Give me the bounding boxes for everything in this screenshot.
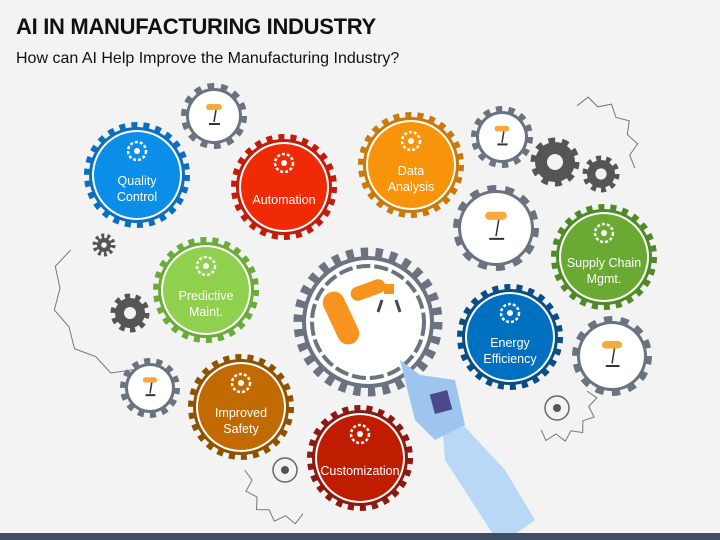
dark-gear-icon	[92, 233, 116, 257]
gear-label: Energy Efficiency	[483, 336, 537, 366]
robot-hand-icon	[400, 360, 535, 540]
gear-4	[153, 237, 259, 343]
robot-arm-gear-icon	[453, 185, 539, 271]
gear-label: Automation	[252, 193, 316, 207]
robot-arm-gear-icon	[572, 316, 652, 396]
chart-monitor-icon	[400, 130, 422, 152]
central-robot-gear	[293, 247, 443, 397]
robot-arm-gear-icon	[181, 83, 247, 149]
outline-small-gear-icon	[544, 395, 570, 421]
gear-badge-icon	[126, 140, 148, 162]
gear-label: Quality Control	[116, 174, 158, 204]
robot-arm-gear-icon	[120, 358, 180, 418]
robot-arm-gear-icon	[471, 106, 533, 168]
page-title: AI IN MANUFACTURING INDUSTRY	[16, 14, 376, 39]
maintenance-icon	[195, 255, 217, 277]
dark-gear-icon	[530, 137, 580, 187]
gear-3	[358, 112, 464, 218]
gear-6	[307, 405, 413, 511]
dark-gear-icon	[110, 293, 150, 333]
outline-gear-left	[53, 249, 134, 374]
dark-gear-icon	[582, 155, 620, 193]
hands-bulb-icon	[499, 302, 521, 324]
gear-label: Supply Chain Mgmt.	[566, 256, 642, 286]
gear-7	[457, 284, 563, 390]
outline-small-gear-icon	[272, 457, 298, 483]
outline-gear-right	[540, 390, 598, 442]
gear-label: Predictive Maint.	[178, 289, 234, 319]
gear-label: Improved Safety	[214, 406, 268, 436]
gear-label: Customization	[320, 464, 400, 478]
gear-2	[231, 134, 337, 240]
gear-1	[84, 122, 190, 228]
page-subtitle: How can AI Help Improve the Manufacturin…	[16, 50, 400, 67]
robot-arm-icon	[322, 279, 402, 345]
shield-growth-icon	[230, 372, 252, 394]
gear-5	[188, 354, 294, 460]
gear-wrench-icon	[349, 423, 371, 445]
automation-icon	[273, 152, 295, 174]
outline-gear-bottom	[244, 469, 304, 525]
gear-label: Data Analysis	[387, 164, 435, 194]
supply-cycle-icon	[593, 222, 615, 244]
gear-8	[551, 204, 657, 310]
footer-bar	[0, 533, 720, 540]
outline-gear-top-right	[576, 96, 639, 169]
